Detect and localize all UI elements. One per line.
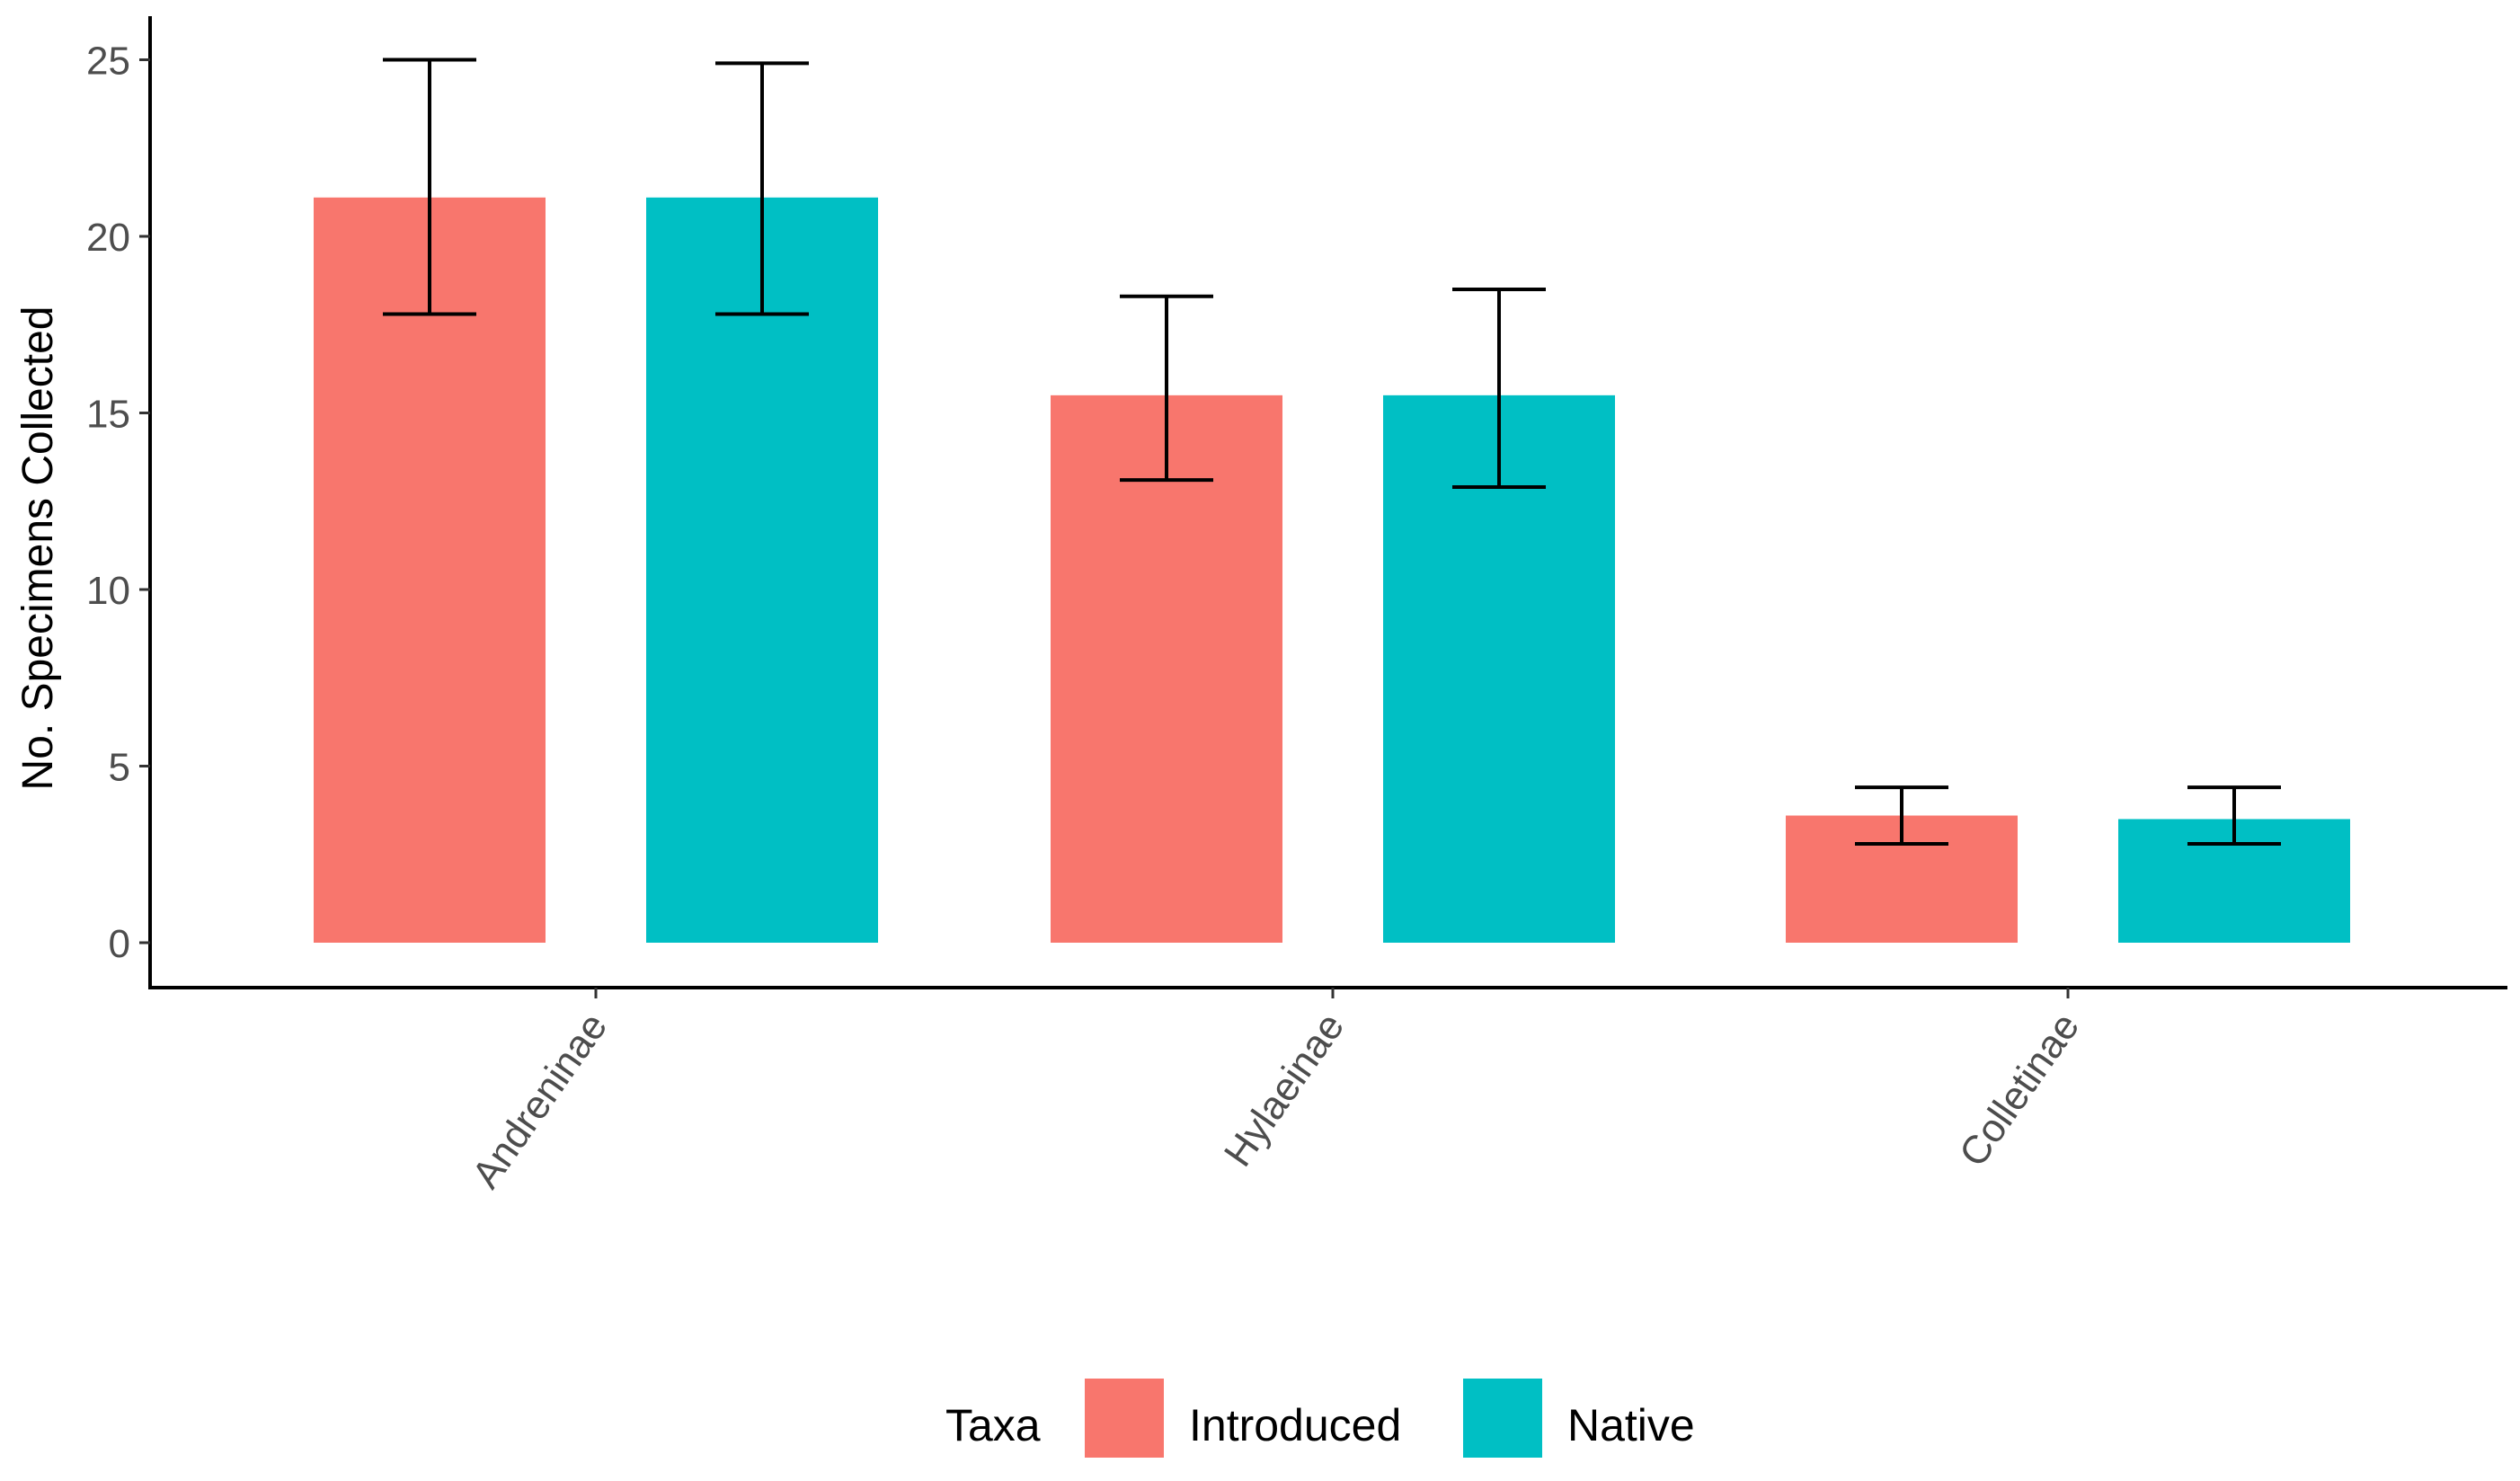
legend-title: Taxa [945,1400,1041,1450]
y-tick-label: 0 [109,922,130,966]
error-bar-native-colletinae [2187,785,2281,846]
y-tick-label: 5 [109,746,130,790]
y-tick-label: 25 [86,40,130,84]
legend-label-introduced: Introduced [1189,1400,1401,1450]
legend: Taxa Introduced Native [945,1379,1695,1458]
error-bar-introduced-andreninae [383,58,476,316]
x-axis: Andreninae Hylaeinae Colletinae [148,986,2507,1196]
y-axis-title: No. Specimens Collected [14,306,62,791]
error-bar-native-hylaeinae [1452,287,1546,490]
bar-introduced-andreninae [314,197,546,943]
error-bar-introduced-colletinae [1855,785,1948,846]
y-axis: 0 5 10 15 20 25 [86,16,152,988]
x-tick-label: Colletinae [1951,1006,2088,1175]
legend-label-native: Native [1567,1400,1695,1450]
bar-introduced-hylaeinae [1051,395,1282,944]
error-bar-native-andreninae [715,61,809,316]
bar-native-andreninae [646,197,878,943]
y-tick-label: 20 [86,216,130,260]
error-bar-introduced-hylaeinae [1120,294,1213,483]
legend-key-native [1463,1379,1542,1458]
x-tick-label: Hylaeinae [1216,1006,1353,1175]
legend-key-introduced [1085,1379,1164,1458]
y-tick-label: 15 [86,393,130,437]
plot-area [314,58,2350,944]
y-tick-label: 10 [86,569,130,613]
x-tick-label: Andreninae [464,1006,616,1196]
